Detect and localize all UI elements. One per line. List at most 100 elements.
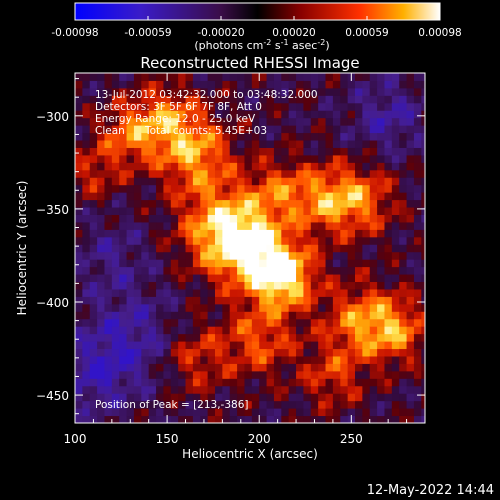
heatmap-cell [332,192,341,201]
heatmap-cell [133,333,142,342]
heatmap-cell [318,80,327,89]
heatmap-cell [251,326,260,335]
heatmap-cell [369,102,378,111]
heatmap-cell [318,266,327,275]
heatmap-cell [406,251,415,260]
heatmap-cell [104,415,113,423]
heatmap-cell [222,229,231,238]
heatmap-cell [406,296,415,305]
heatmap-cell [185,318,194,327]
heatmap-cell [178,400,187,409]
colorbar-tick-label: -0.00059 [124,27,171,39]
heatmap-cell [281,259,290,268]
heatmap-cell [369,184,378,193]
heatmap-cell [421,147,425,156]
heatmap-cell [163,393,172,402]
heatmap-cell [126,363,135,372]
heatmap-cell [332,363,341,372]
heatmap-cell [288,162,297,171]
heatmap-cell [421,378,425,387]
heatmap-cell [310,207,319,215]
heatmap-cell [215,192,223,201]
heatmap-cell [126,95,135,104]
heatmap-cell [82,281,91,290]
heatmap-cell [104,355,113,364]
heatmap-cell [281,87,290,96]
heatmap-cell [237,311,245,320]
heatmap-cell [340,73,349,81]
heatmap-cell [244,288,253,297]
heatmap-cell [259,229,268,238]
heatmap-cell [318,408,327,417]
heatmap-cell [178,169,187,178]
heatmap-cell [362,162,371,171]
heatmap-cell [133,311,142,320]
heatmap-cell [163,184,172,193]
heatmap-cell [207,117,216,126]
heatmap-cell [215,154,223,163]
heatmap-cell [222,318,231,327]
heatmap-cell [406,355,415,364]
heatmap-cell [266,140,275,148]
heatmap-cell [229,207,238,215]
heatmap-cell [244,162,253,171]
heatmap-cell [413,95,422,104]
heatmap-cell [391,281,400,290]
heatmap-cell [119,95,128,104]
heatmap-cell [318,400,327,409]
heatmap-cell [273,199,282,208]
heatmap-cell [413,132,422,141]
heatmap-cell [318,236,327,245]
heatmap-cell [421,162,425,171]
heatmap-cell [222,214,231,223]
heatmap-cell [399,162,408,171]
heatmap-cell [104,266,113,275]
heatmap-cell [406,192,415,201]
heatmap-cell [133,132,142,141]
heatmap-cell [391,296,400,305]
heatmap-cell [89,326,98,335]
heatmap-cell [340,393,349,402]
heatmap-cell [133,408,142,417]
heatmap-cell [303,244,312,253]
heatmap-cell [325,80,334,89]
heatmap-cell [148,296,157,305]
heatmap-cell [222,207,231,215]
heatmap-cell [391,266,400,275]
heatmap-cell [355,214,363,223]
heatmap-cell [296,184,304,193]
heatmap-cell [273,147,282,156]
heatmap-cell [355,132,363,141]
heatmap-cell [266,400,275,409]
heatmap-cell [222,288,231,297]
heatmap-cell [200,363,209,372]
heatmap-cell [133,326,142,335]
heatmap-cell [200,274,209,283]
heatmap-cell [340,333,349,342]
heatmap-cell [355,341,363,350]
heatmap-cell [406,229,415,238]
heatmap-cell [318,214,327,223]
heatmap-cell [237,117,245,126]
heatmap-cell [222,274,231,283]
heatmap-cell [215,244,223,253]
heatmap-cell [303,333,312,342]
heatmap-cell [119,87,128,96]
heatmap-cell [288,341,297,350]
heatmap-cell [325,214,334,223]
heatmap-cell [369,251,378,260]
heatmap-cell [303,400,312,409]
heatmap-cell [156,102,164,111]
heatmap-cell [288,80,297,89]
heatmap-cell [141,288,150,297]
heatmap-cell [347,370,356,379]
heatmap-cell [104,326,113,335]
heatmap-cell [75,311,83,320]
heatmap-cell [89,169,98,178]
heatmap-cell [362,192,371,201]
heatmap-cell [406,207,415,215]
heatmap-cell [421,318,425,327]
heatmap-cell [288,221,297,230]
heatmap-cell [399,333,408,342]
heatmap-cell [259,80,268,89]
